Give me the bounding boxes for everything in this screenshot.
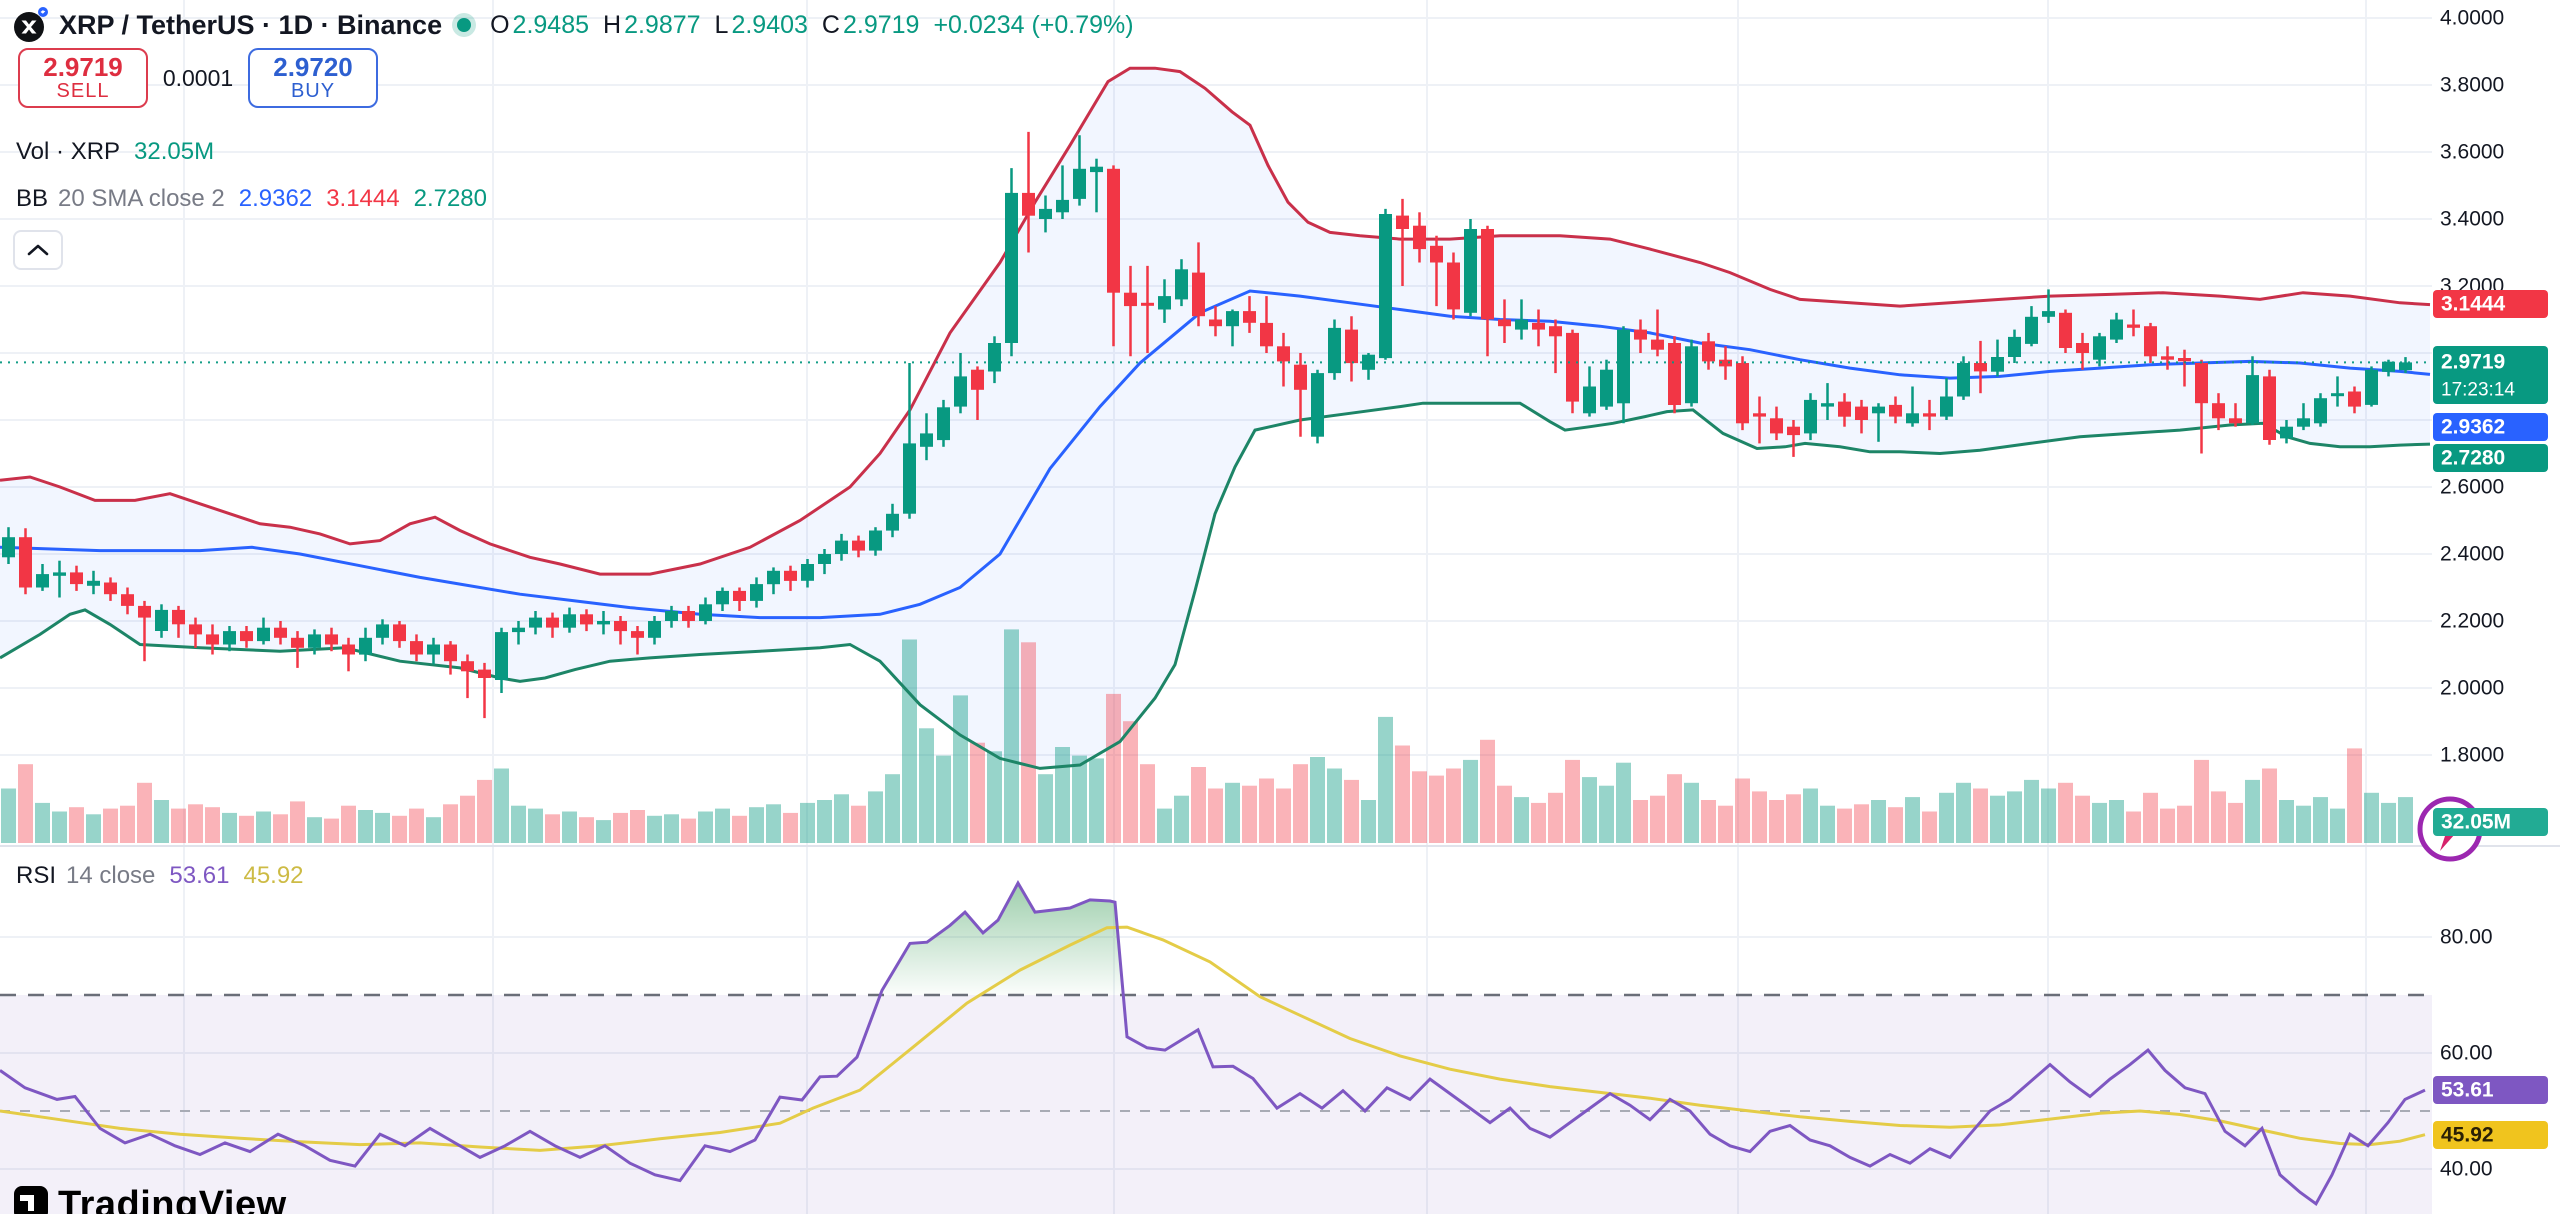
high-value: 2.9877 xyxy=(624,10,701,39)
rsi-line xyxy=(0,880,2426,1207)
price-axis[interactable]: 4.00003.80003.60003.40003.20002.60002.40… xyxy=(2440,7,2504,1181)
svg-text:60.00: 60.00 xyxy=(2440,1042,2493,1065)
order-panel: 2.9719 SELL 0.0001 2.9720 BUY xyxy=(18,48,378,108)
svg-text:53.61: 53.61 xyxy=(2441,1079,2494,1102)
svg-text:2.9362: 2.9362 xyxy=(2441,416,2505,439)
ohlc-values: O 2.9485 H 2.9877 L 2.9403 C 2.9719 +0.0234 … xyxy=(490,10,1134,39)
bb-basis-value: 2.9362 xyxy=(238,185,313,212)
change-value: +0.0234 (+0.79%) xyxy=(933,10,1134,39)
sell-button[interactable]: 2.9719 SELL xyxy=(18,48,148,108)
volume-value: 32.05M xyxy=(134,138,215,165)
svg-text:45.92: 45.92 xyxy=(2441,1124,2494,1147)
close-value: 2.9719 xyxy=(842,10,920,39)
low-value: 2.9403 xyxy=(731,10,808,39)
legend-item-rsi[interactable]: RSI 14 close 53.61 45.92 xyxy=(16,862,304,889)
svg-text:40.00: 40.00 xyxy=(2440,1158,2493,1181)
open-value: 2.9485 xyxy=(512,10,590,39)
legend-item-volume[interactable]: Vol · XRP 32.05M xyxy=(16,138,215,165)
bb-upper-value: 3.1444 xyxy=(326,185,400,212)
svg-text:17:23:14: 17:23:14 xyxy=(2441,380,2515,401)
grid xyxy=(0,0,2432,1214)
svg-text:1.8000: 1.8000 xyxy=(2440,744,2504,767)
svg-text:3.8000: 3.8000 xyxy=(2440,74,2504,97)
svg-text:3.6000: 3.6000 xyxy=(2440,141,2504,164)
svg-text:2.7280: 2.7280 xyxy=(2441,447,2505,470)
symbol-title[interactable]: XRP / TetherUS · 1D · Binance xyxy=(59,9,443,40)
rsi-ma-value: 45.92 xyxy=(243,862,304,889)
svg-text:2.4000: 2.4000 xyxy=(2440,543,2504,566)
candles xyxy=(2,131,2412,719)
svg-text:32.05M: 32.05M xyxy=(2441,811,2511,834)
svg-text:3.1444: 3.1444 xyxy=(2441,293,2506,316)
chevron-up-icon xyxy=(27,244,49,256)
rsi-overbought-fill xyxy=(880,883,1124,995)
spread-value: 0.0001 xyxy=(162,64,234,91)
tradingview-logo-icon xyxy=(14,1186,48,1214)
market-status-dot xyxy=(457,18,472,32)
svg-text:80.00: 80.00 xyxy=(2440,926,2493,949)
svg-text:4.0000: 4.0000 xyxy=(2440,7,2504,30)
svg-text:2.6000: 2.6000 xyxy=(2440,476,2504,499)
tradingview-watermark[interactable]: TradingView xyxy=(14,1186,287,1214)
price-axis-badges: 3.1444 2.9719 17:23:14 2.9362 2.7280 32.05M 53… xyxy=(2433,290,2548,1149)
bb-basis-line xyxy=(0,289,2431,620)
volume-bars xyxy=(1,629,2413,843)
rsi-value: 53.61 xyxy=(169,862,230,889)
svg-text:2.2000: 2.2000 xyxy=(2440,610,2504,633)
sell-price: 2.9719 xyxy=(43,51,123,82)
bb-lower-value: 2.7280 xyxy=(413,185,487,212)
buy-price: 2.9720 xyxy=(273,51,353,82)
svg-text:2.9719: 2.9719 xyxy=(2441,351,2505,374)
bb-upper-line xyxy=(0,66,2431,576)
svg-text:3.4000: 3.4000 xyxy=(2440,208,2504,231)
bollinger-fill xyxy=(0,68,2430,769)
collapse-legend-button[interactable] xyxy=(13,230,63,270)
rsi-band-fill xyxy=(0,995,2432,1214)
xrp-logo-icon xyxy=(12,6,50,44)
legend-item-bb[interactable]: BB 20 SMA close 2 2.9362 3.1444 2.7280 xyxy=(16,185,487,212)
svg-text:2.0000: 2.0000 xyxy=(2440,677,2504,700)
buy-button[interactable]: 2.9720 BUY xyxy=(248,48,378,108)
